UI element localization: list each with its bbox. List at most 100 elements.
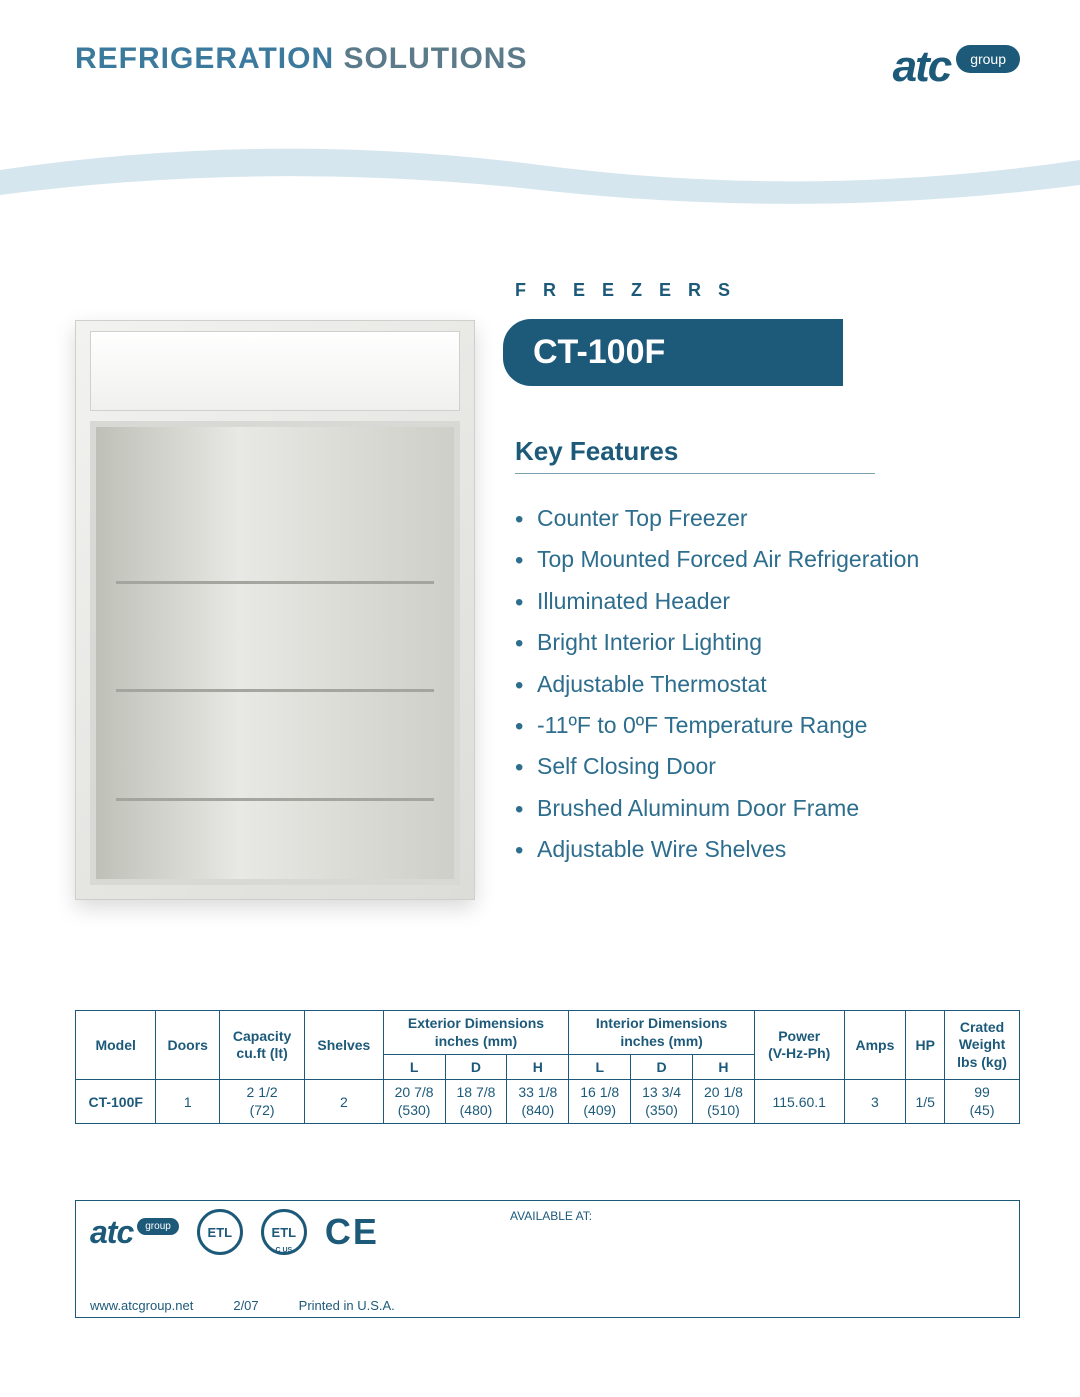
spec-table: Model Doors Capacity cu.ft (lt) Shelves … [75,1010,1020,1124]
title-part-1: REFRIGERATION [75,42,334,75]
col-hp: HP [906,1011,945,1080]
available-at-label: AVAILABLE AT: [510,1209,592,1223]
v: (480) [452,1102,501,1120]
v: 33 1/8 [513,1084,562,1102]
footer-brand-logo: atc group [90,1214,179,1251]
feature-item: Top Mounted Forced Air Refrigeration [515,539,1020,580]
v: (409) [575,1102,624,1120]
feature-item: Self Closing Door [515,746,1020,787]
cell-ext-H: 33 1/8(840) [507,1080,569,1124]
cert-badge-etl-cus: ETL C US [261,1209,307,1255]
cell-ext-D: 18 7/8(480) [445,1080,507,1124]
footer-right: AVAILABLE AT: [496,1201,1019,1317]
cell-doors: 1 [156,1080,220,1124]
logo-bubble: group [956,45,1020,73]
main-content: F R E E Z E R S CT-100F Key Features Cou… [0,280,1080,900]
cap-top: 2 1/2 [226,1084,298,1102]
freezer-shelf [116,689,434,692]
v: (350) [637,1102,686,1120]
power-unit: (V-Hz-Ph) [761,1045,838,1063]
model-name-bar: CT-100F [503,319,843,386]
footer-website: www.atcgroup.net [90,1298,193,1313]
feature-item: Bright Interior Lighting [515,622,1020,663]
v: 20 7/8 [390,1084,439,1102]
cell-int-D: 13 3/4(350) [631,1080,693,1124]
cell-int-L: 16 1/8(409) [569,1080,631,1124]
col-ext-L: L [383,1055,445,1080]
weight-label: Weight [951,1036,1013,1054]
logo-text: atc [893,42,951,92]
footer-logo-bubble: group [137,1218,179,1235]
v: 99 [951,1084,1013,1102]
footer-date: 2/07 [233,1298,258,1313]
cert-text: ETL [272,1225,297,1240]
col-ext-H: H [507,1055,569,1080]
cell-weight: 99(45) [945,1080,1020,1124]
feature-item: Illuminated Header [515,581,1020,622]
footer-logos-row: atc group ETL ETL C US CE [90,1209,484,1255]
v: (840) [513,1102,562,1120]
freezer-shelf [116,581,434,584]
ce-mark: CE [325,1211,379,1253]
col-int-H: H [693,1055,755,1080]
crated-label: Crated [951,1019,1013,1037]
cell-capacity: 2 1/2 (72) [220,1080,305,1124]
int-dim-label: Interior Dimensions [575,1015,748,1033]
feature-item: Brushed Aluminum Door Frame [515,788,1020,829]
cap-bot: (72) [226,1102,298,1120]
col-power: Power (V-Hz-Ph) [754,1011,844,1080]
cell-shelves: 2 [305,1080,384,1124]
product-image [75,320,475,900]
brand-logo: atc group [893,42,1020,92]
col-doors: Doors [156,1011,220,1080]
col-capacity: Capacity cu.ft (lt) [220,1011,305,1080]
capacity-unit: cu.ft (lt) [226,1045,298,1063]
capacity-label: Capacity [226,1028,298,1046]
cell-hp: 1/5 [906,1080,945,1124]
v: 18 7/8 [452,1084,501,1102]
feature-item: Adjustable Wire Shelves [515,829,1020,870]
cell-ext-L: 20 7/8(530) [383,1080,445,1124]
col-ext-dim: Exterior Dimensions inches (mm) [383,1011,569,1055]
col-model: Model [76,1011,156,1080]
col-ext-D: D [445,1055,507,1080]
v: 16 1/8 [575,1084,624,1102]
col-int-D: D [631,1055,693,1080]
details-column: F R E E Z E R S CT-100F Key Features Cou… [515,280,1020,900]
dim-unit: inches (mm) [390,1033,563,1051]
v: 20 1/8 [699,1084,748,1102]
features-list: Counter Top Freezer Top Mounted Forced A… [515,498,1020,871]
cert-badge-etl: ETL [197,1209,243,1255]
v: 13 3/4 [637,1084,686,1102]
spec-table-container: Model Doors Capacity cu.ft (lt) Shelves … [75,1010,1020,1124]
footer-printed: Printed in U.S.A. [299,1298,395,1313]
freezer-illustration-door [90,421,460,885]
feature-item: Adjustable Thermostat [515,664,1020,705]
title-part-2: SOLUTIONS [343,42,527,75]
freezer-illustration-header [90,331,460,411]
col-shelves: Shelves [305,1011,384,1080]
v: (510) [699,1102,748,1120]
cert-text: ETL [208,1225,233,1240]
table-row: CT-100F 1 2 1/2 (72) 2 20 7/8(530) 18 7/… [76,1080,1020,1124]
cell-power: 115.60.1 [754,1080,844,1124]
cell-model: CT-100F [76,1080,156,1124]
footer-info-row: www.atcgroup.net 2/07 Printed in U.S.A. [90,1298,484,1313]
cell-int-H: 20 1/8(510) [693,1080,755,1124]
table-header-row-1: Model Doors Capacity cu.ft (lt) Shelves … [76,1011,1020,1055]
category-label: F R E E Z E R S [515,280,1020,301]
col-int-L: L [569,1055,631,1080]
page-title: REFRIGERATION SOLUTIONS [75,42,527,76]
col-amps: Amps [844,1011,906,1080]
key-features-heading: Key Features [515,436,875,474]
col-weight: Crated Weight lbs (kg) [945,1011,1020,1080]
ext-dim-label: Exterior Dimensions [390,1015,563,1033]
page-footer: atc group ETL ETL C US CE www.atcgroup.n… [75,1200,1020,1318]
page-header: REFRIGERATION SOLUTIONS atc group [0,0,1080,92]
decorative-swoosh [0,130,1080,230]
v: (530) [390,1102,439,1120]
power-label: Power [761,1028,838,1046]
weight-unit: lbs (kg) [951,1054,1013,1072]
footer-logo-text: atc [90,1214,133,1251]
freezer-shelf [116,798,434,801]
